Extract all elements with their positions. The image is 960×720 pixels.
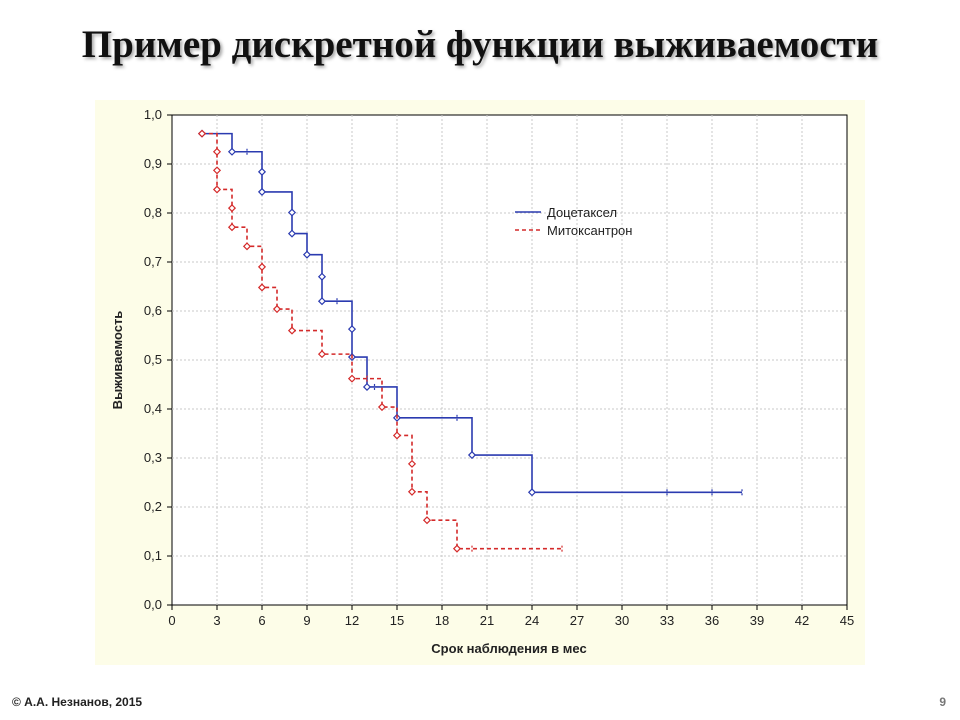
event-point bbox=[257, 187, 267, 196]
event-point bbox=[257, 262, 267, 271]
x-tick-label: 30 bbox=[615, 613, 629, 628]
event-point bbox=[377, 402, 387, 412]
event-point bbox=[227, 147, 237, 156]
chart-panel: 0 3 6 9 12 15 18 21 24 27 30 33 36 39 42 45 0,0 0,1 0,2 0,3… bbox=[95, 100, 865, 665]
y-tick-label: 0,4 bbox=[144, 401, 162, 416]
event-point bbox=[407, 487, 417, 496]
event-point bbox=[317, 272, 327, 281]
event-point bbox=[317, 297, 327, 306]
event-point bbox=[362, 382, 372, 391]
x-tick-label: 18 bbox=[435, 613, 449, 628]
x-tick-label: 36 bbox=[705, 613, 719, 628]
y-tick-label: 0,6 bbox=[144, 303, 162, 318]
event-point bbox=[197, 129, 207, 138]
event-point bbox=[212, 166, 222, 175]
event-point bbox=[242, 242, 252, 251]
x-tick-label: 39 bbox=[750, 613, 764, 628]
series-line-1 bbox=[202, 132, 562, 550]
copyright-notice: © А.А. Незнанов, 2015 bbox=[12, 695, 143, 709]
survival-chart: 0 3 6 9 12 15 18 21 24 27 30 33 36 39 42 450,00,10,20,3… bbox=[110, 107, 854, 656]
event-point bbox=[257, 283, 267, 292]
x-tick-label: 12 bbox=[345, 613, 359, 628]
y-axis-label: Выживаемость bbox=[110, 311, 125, 410]
x-tick-label: 0 bbox=[168, 613, 175, 628]
y-tick-label: 0,3 bbox=[144, 450, 162, 465]
event-point bbox=[347, 325, 357, 334]
y-tick-label: 0,7 bbox=[144, 254, 162, 269]
x-tick-label: 9 bbox=[303, 613, 310, 628]
y-tick-label: 0,0 bbox=[144, 597, 162, 612]
legend-label: Митоксантрон bbox=[547, 223, 632, 238]
x-tick-label: 27 bbox=[570, 613, 584, 628]
series-lines bbox=[197, 129, 743, 553]
event-point bbox=[272, 304, 282, 314]
x-tick-label: 33 bbox=[660, 613, 674, 628]
x-tick-label: 6 bbox=[258, 613, 265, 628]
event-point bbox=[407, 459, 417, 468]
legend-label: Доцетаксел bbox=[547, 205, 617, 220]
event-point bbox=[257, 167, 267, 176]
x-tick-label: 45 bbox=[840, 613, 854, 628]
y-tick-label: 0,9 bbox=[144, 156, 162, 171]
event-point bbox=[287, 326, 297, 335]
event-point bbox=[227, 223, 237, 232]
y-tick-label: 0,1 bbox=[144, 548, 162, 563]
grid-lines bbox=[172, 115, 847, 605]
event-point bbox=[212, 185, 222, 194]
axis-ticks: 0 3 6 9 12 15 18 21 24 27 30 33 36 39 42 450,00,10,20,3… bbox=[144, 107, 854, 628]
x-tick-label: 24 bbox=[525, 613, 539, 628]
page-number: 9 bbox=[939, 695, 946, 709]
y-tick-label: 1,0 bbox=[144, 107, 162, 122]
event-point bbox=[347, 374, 357, 383]
event-point bbox=[287, 208, 297, 217]
x-tick-label: 21 bbox=[480, 613, 494, 628]
event-point bbox=[527, 488, 537, 497]
y-tick-label: 0,5 bbox=[144, 352, 162, 367]
x-tick-label: 42 bbox=[795, 613, 809, 628]
slide-title: Пример дискретной функции выживаемости bbox=[81, 23, 879, 66]
y-tick-label: 0,2 bbox=[144, 499, 162, 514]
event-point bbox=[392, 431, 402, 440]
y-tick-label: 0,8 bbox=[144, 205, 162, 220]
x-tick-label: 15 bbox=[390, 613, 404, 628]
event-point bbox=[287, 229, 297, 238]
event-point bbox=[302, 250, 312, 259]
event-point bbox=[317, 350, 327, 359]
event-point bbox=[422, 516, 432, 525]
event-point bbox=[212, 147, 222, 156]
event-point bbox=[467, 451, 477, 460]
x-axis-label: Срок наблюдения в мес bbox=[431, 641, 586, 656]
event-point bbox=[452, 544, 462, 553]
event-point bbox=[227, 204, 237, 213]
x-tick-label: 3 bbox=[213, 613, 220, 628]
legend: Доцетаксел Митоксантрон bbox=[515, 205, 632, 238]
